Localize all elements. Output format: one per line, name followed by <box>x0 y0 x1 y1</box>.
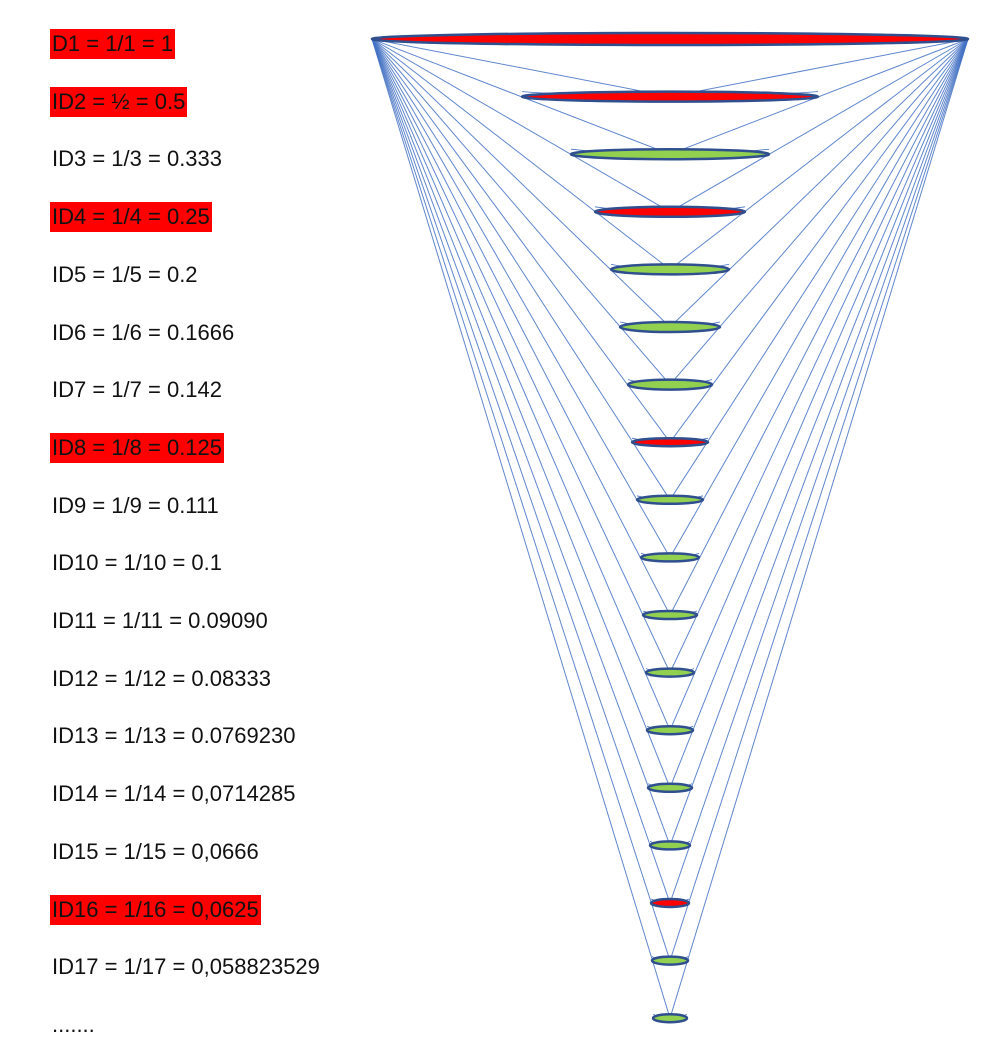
ellipse-stack <box>370 31 970 1024</box>
green-ellipse <box>651 1012 689 1024</box>
fraction-row: ID15 = 1/15 = 0,0666 <box>52 838 259 864</box>
connector-line <box>371 38 671 788</box>
fraction-row: ID13 = 1/13 = 0.0769230 <box>52 723 296 749</box>
connector-line <box>371 38 671 270</box>
connector-line <box>371 38 671 616</box>
connector-line <box>669 38 969 616</box>
green-ellipse <box>646 782 694 794</box>
connector-line <box>669 38 969 673</box>
connector-line <box>669 38 969 98</box>
connector-line <box>669 38 969 904</box>
fraction-row: ....... <box>52 1011 95 1037</box>
connector-line <box>669 38 969 443</box>
green-ellipse <box>569 147 771 161</box>
green-ellipse <box>650 955 690 966</box>
red-ellipse <box>649 897 691 909</box>
fraction-row: ID17 = 1/17 = 0,058823529 <box>52 954 320 980</box>
connector-line <box>371 38 671 213</box>
fraction-row: ID9 = 1/9 = 0.111 <box>52 492 219 518</box>
connector-line <box>669 38 969 558</box>
green-ellipse <box>618 320 722 334</box>
connector-line <box>669 38 969 731</box>
fraction-row: ID2 = ½ = 0.5 <box>50 86 188 117</box>
connector-line <box>371 38 671 673</box>
connector-line <box>669 38 969 501</box>
connector-lines <box>371 38 969 1023</box>
fraction-row: ID8 = 1/8 = 0.125 <box>50 432 225 463</box>
green-ellipse <box>641 609 699 621</box>
fraction-row: ID11 = 1/11 = 0.09090 <box>52 608 268 633</box>
connector-line <box>669 38 969 213</box>
fraction-row: ID16 = 1/16 = 0,0625 <box>50 894 261 925</box>
green-ellipse <box>635 494 705 506</box>
fraction-row: ID14 = 1/14 = 0,0714285 <box>52 781 296 807</box>
fraction-list: D1 = 1/1 = 1 ID2 = ½ = 0.5 ID3 = 1/3 = 0.3… <box>0 0 360 1049</box>
fraction-row: ID10 = 1/10 = 0.1 <box>52 550 223 576</box>
connector-line <box>371 38 671 328</box>
red-ellipse <box>593 205 747 219</box>
connector-line <box>669 38 969 1019</box>
connector-line <box>669 38 969 788</box>
connector-line <box>669 38 969 328</box>
fraction-row: ID4 = 1/4 = 0.25 <box>50 202 212 233</box>
green-ellipse <box>626 378 714 391</box>
fraction-row: ID7 = 1/7 = 0.142 <box>52 377 223 403</box>
fraction-row: ID3 = 1/3 = 0.333 <box>52 146 223 172</box>
red-ellipse <box>520 90 820 103</box>
connector-line <box>371 38 671 443</box>
connector-line <box>669 38 969 270</box>
connector-line <box>371 38 671 98</box>
fraction-row: D1 = 1/1 = 1 <box>50 29 176 59</box>
fraction-row: ID6 = 1/6 = 0.1666 <box>52 319 235 345</box>
fraction-row: ID5 = 1/5 = 0.2 <box>52 261 198 287</box>
connector-line <box>669 38 969 846</box>
green-ellipse <box>644 667 696 678</box>
connector-line <box>371 38 671 558</box>
connector-line <box>669 38 969 961</box>
green-ellipse <box>648 840 692 851</box>
green-ellipse <box>639 552 701 563</box>
fraction-row: ID12 = 1/12 = 0.08333 <box>52 665 271 691</box>
red-ellipse <box>370 31 970 47</box>
connector-line <box>371 38 671 1019</box>
green-ellipse <box>609 263 731 276</box>
connector-line <box>371 38 671 846</box>
connector-line <box>371 38 671 904</box>
connector-line <box>371 38 671 731</box>
red-ellipse <box>630 436 710 448</box>
green-ellipse <box>645 724 695 736</box>
connector-line <box>371 38 671 501</box>
connector-line <box>371 38 671 961</box>
